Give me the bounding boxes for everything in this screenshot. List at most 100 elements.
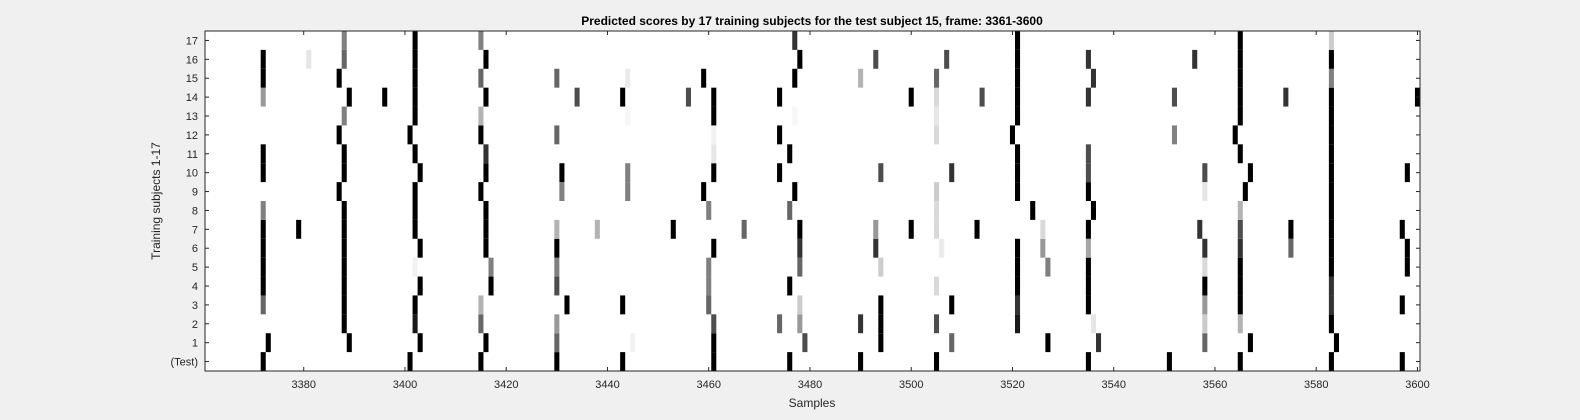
heatmap-cell [873, 238, 879, 258]
heatmap-cell [787, 276, 793, 296]
heatmap-cell [1404, 257, 1410, 277]
heatmap-cell [407, 352, 413, 371]
heatmap-cell [559, 163, 565, 183]
heatmap-cell [670, 219, 676, 239]
heatmap-cell [265, 333, 271, 353]
heatmap-cell [1096, 333, 1102, 353]
heatmap-cell [260, 238, 266, 258]
heatmap-cell [1015, 87, 1021, 107]
heatmap-cell [1237, 68, 1243, 88]
heatmap-cell [336, 68, 342, 88]
heatmap-cell [554, 238, 560, 258]
heatmap-cell [1237, 201, 1243, 220]
heatmap-cell [483, 49, 489, 69]
heatmap-cell [979, 87, 985, 107]
heatmap-cell [407, 125, 413, 145]
heatmap-cell [1015, 276, 1021, 296]
heatmap-cell [412, 201, 418, 220]
heatmap-cell [412, 144, 418, 164]
y-tick-label: 3 [192, 300, 198, 312]
heatmap-cell [787, 352, 793, 371]
heatmap-cell [1090, 314, 1096, 334]
heatmap-cell [1202, 163, 1208, 183]
heatmap-cell [944, 49, 950, 69]
heatmap-cell [878, 314, 884, 334]
heatmap-cell [1399, 295, 1405, 315]
heatmap-cell [711, 144, 717, 164]
heatmap-cell [878, 163, 884, 183]
heatmap-cell [554, 219, 560, 239]
heatmap-cell [1237, 276, 1243, 296]
heatmap-cell [1202, 276, 1208, 296]
heatmap-cell [1090, 201, 1096, 220]
heatmap-cell [706, 257, 712, 277]
heatmap-cell [554, 352, 560, 371]
y-tick-label: 7 [192, 224, 198, 236]
heatmap-cell [336, 182, 342, 201]
heatmap-cell [1040, 238, 1046, 258]
heatmap-cell [711, 314, 717, 334]
heatmap-cell [478, 295, 484, 315]
heatmap-cell [260, 163, 266, 183]
heatmap-cell [711, 106, 717, 126]
y-tick-label: 6 [192, 243, 198, 255]
heatmap-cell [1085, 352, 1091, 371]
heatmap-cell [1085, 257, 1091, 277]
heatmap-cell [1085, 49, 1091, 69]
heatmap-cell [1237, 106, 1243, 126]
heatmap-cell [554, 333, 560, 353]
heatmap-cell [711, 163, 717, 183]
heatmap-cell [934, 106, 940, 126]
heatmap-cell [701, 182, 707, 201]
heatmap-cell [792, 31, 798, 50]
heatmap-cell [792, 182, 798, 201]
heatmap-cell [488, 257, 494, 277]
heatmap-cell [346, 87, 352, 107]
heatmap-cell [1237, 295, 1243, 315]
heatmap-cell [483, 201, 489, 220]
heatmap-cell [934, 125, 940, 145]
heatmap-cell [620, 295, 626, 315]
x-tick-label: 3420 [494, 379, 518, 391]
y-tick-label: 10 [186, 168, 198, 180]
heatmap-cell [341, 238, 347, 258]
heatmap-cell [858, 68, 864, 88]
heatmap-cell [934, 87, 940, 107]
heatmap-cell [1404, 238, 1410, 258]
heatmap-cell [1085, 163, 1091, 183]
heatmap-cell [974, 219, 980, 239]
heatmap-cell [1328, 352, 1334, 371]
heatmap-cell [1399, 219, 1405, 239]
heatmap-cell [483, 238, 489, 258]
heatmap-cell [260, 49, 266, 69]
heatmap-cell [1085, 219, 1091, 239]
heatmap-cell [1247, 333, 1253, 353]
heatmap-cell [1399, 352, 1405, 371]
heatmap-cell [797, 257, 803, 277]
x-tick-label: 3380 [291, 379, 315, 391]
heatmap-cell [1404, 163, 1410, 183]
x-tick-label: 3440 [595, 379, 619, 391]
heatmap-cell [777, 314, 783, 334]
heatmap-cell [483, 163, 489, 183]
heatmap-cell [341, 201, 347, 220]
heatmap-cell [478, 182, 484, 201]
heatmap-cell [873, 219, 879, 239]
x-tick-label: 3400 [393, 379, 417, 391]
heatmap-cell [1237, 219, 1243, 239]
heatmap-cell [483, 333, 489, 353]
heatmap-cell [1242, 182, 1248, 201]
heatmap-cell [1288, 219, 1294, 239]
heatmap-cell [711, 333, 717, 353]
heatmap-cell [478, 125, 484, 145]
heatmap-cell [559, 182, 565, 201]
heatmap-cell [412, 314, 418, 334]
heatmap-cell [1232, 125, 1238, 145]
heatmap-cell [1328, 314, 1334, 334]
heatmap-cell [1237, 31, 1243, 50]
x-tick-label: 3480 [798, 379, 822, 391]
heatmap-cell [620, 87, 626, 107]
heatmap-cell [792, 106, 798, 126]
heatmap-cell [934, 182, 940, 201]
